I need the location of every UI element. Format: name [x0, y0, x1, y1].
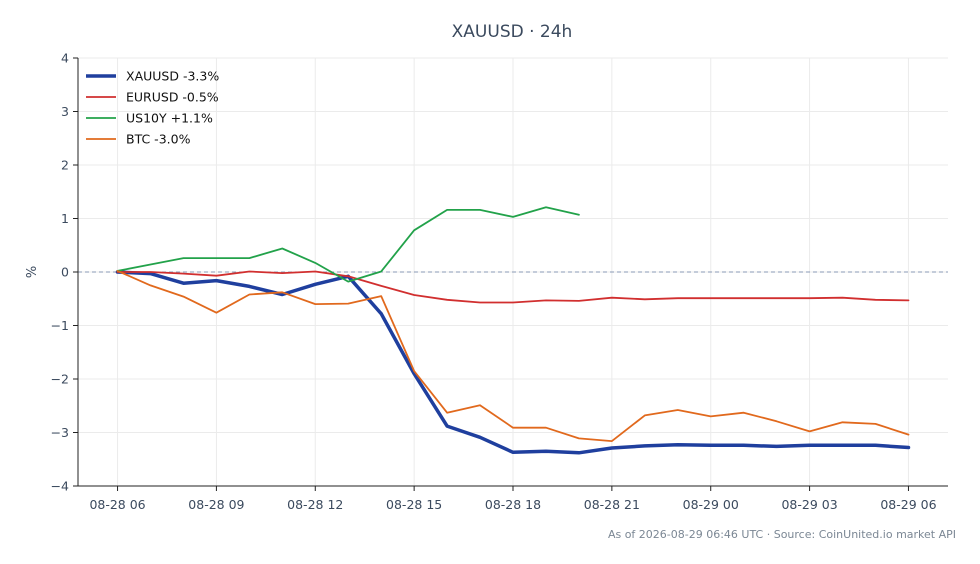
y-tick-label: −2: [51, 372, 69, 387]
x-tick-label: 08-28 12: [287, 497, 343, 512]
legend-label: EURUSD -0.5%: [126, 90, 219, 105]
legend-label: US10Y +1.1%: [126, 111, 213, 126]
x-axis-ticks: 08-28 06 08-28 09 08-28 12 08-28 15 08-28 18…: [89, 486, 937, 512]
legend-label: BTC -3.0%: [126, 132, 191, 147]
x-tick-label: 08-28 15: [386, 497, 442, 512]
y-tick-label: −1: [51, 318, 69, 333]
series-line-3: [116, 270, 910, 442]
legend: XAUUSD -3.3% EURUSD -0.5% US10Y +1.1% BTC -…: [86, 69, 219, 147]
y-axis-label: %: [25, 266, 40, 278]
y-tick-label: 4: [61, 51, 69, 66]
x-tick-label: 08-28 21: [584, 497, 640, 512]
y-tick-label: −4: [51, 479, 69, 494]
x-tick-label: 08-28 18: [485, 497, 541, 512]
x-tick-label: 08-28 06: [89, 497, 145, 512]
x-tick-label: 08-29 06: [880, 497, 936, 512]
y-tick-label: 0: [61, 265, 69, 280]
y-tick-label: 1: [61, 211, 69, 226]
y-axis-ticks: −4 −3 −2 −1 0 1 2 3 4: [51, 51, 78, 494]
footer-source: As of 2026-08-29 06:46 UTC · Source: Coi…: [608, 528, 956, 541]
x-tick-label: 08-29 03: [781, 497, 837, 512]
y-tick-label: 3: [61, 104, 69, 119]
series-line-1: [116, 270, 910, 304]
x-tick-label: 08-29 00: [683, 497, 739, 512]
series-lines: [115, 206, 911, 455]
legend-label: XAUUSD -3.3%: [126, 69, 219, 84]
series-line-0: [115, 270, 911, 455]
series-line-2: [116, 206, 580, 283]
chart-title: XAUUSD · 24h: [452, 22, 573, 42]
x-tick-label: 08-28 09: [188, 497, 244, 512]
y-tick-label: −3: [51, 425, 69, 440]
y-tick-label: 2: [61, 158, 69, 173]
